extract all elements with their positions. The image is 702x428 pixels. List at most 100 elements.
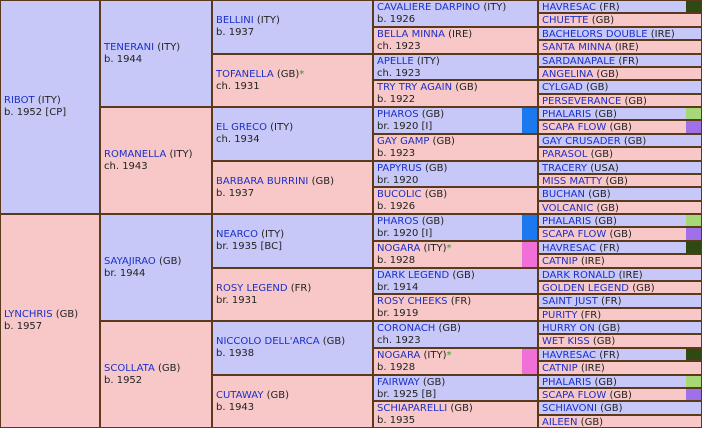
horse-name-link[interactable]: PHAROS: [377, 109, 419, 120]
horse-name-link[interactable]: PARASOL: [542, 149, 588, 160]
horse-line: EL GRECO (ITY): [216, 122, 369, 134]
horse-name-link[interactable]: TOFANELLA: [216, 68, 274, 80]
pedigree-cell-gen4: TRY TRY AGAIN (GB) b. 1922: [374, 81, 537, 106]
horse-name-link[interactable]: DARK RONALD: [542, 270, 616, 280]
country-code: (USA): [590, 163, 619, 173]
country-code: (IRE): [618, 270, 643, 280]
horse-name-link[interactable]: WET KISS: [542, 336, 590, 347]
pedigree-cell-gen2: SCOLLATA (GB) b. 1952: [101, 322, 211, 427]
country-code: (ITY): [423, 243, 447, 254]
horse-name-link[interactable]: GAY GAMP: [377, 136, 430, 147]
horse-name-link[interactable]: PHALARIS: [542, 377, 592, 387]
horse-name-link[interactable]: MISS MATTY: [542, 176, 603, 186]
horse-name-link[interactable]: NEARCO: [216, 229, 258, 240]
horse-name-link[interactable]: ROSY LEGEND: [216, 282, 288, 294]
horse-name-link[interactable]: CHUETTE: [542, 15, 589, 26]
horse-info: b. 1937: [216, 187, 255, 199]
horse-name-link[interactable]: SCAPA FLOW: [542, 229, 607, 240]
horse-name-link[interactable]: SARDANAPALE: [542, 56, 616, 66]
country-code: (GB): [452, 270, 475, 281]
horse-name-link[interactable]: NOGARA: [377, 350, 421, 361]
horse-name-link[interactable]: APELLE: [377, 56, 414, 67]
horse-name-link[interactable]: BARBARA BURRINI: [216, 175, 309, 187]
horse-name-link[interactable]: TENERANI: [104, 41, 155, 53]
inbreeding-marker: [686, 242, 701, 253]
horse-name-link[interactable]: ROSY CHEEKS: [377, 296, 448, 307]
pedigree-cell-gen2: TENERANI (ITY) b. 1944: [101, 1, 211, 106]
horse-name-link[interactable]: CAVALIERE DARPINO: [377, 2, 481, 13]
horse-name-link[interactable]: GOLDEN LEGEND: [542, 283, 630, 293]
horse-name-link[interactable]: ROMANELLA: [104, 148, 167, 160]
horse-name-link[interactable]: PHALARIS: [542, 109, 592, 119]
horse-name-link[interactable]: PERSEVERANCE: [542, 96, 622, 106]
horse-name-link[interactable]: PAPYRUS: [377, 163, 422, 174]
horse-name-link[interactable]: TRY TRY AGAIN: [377, 82, 453, 93]
horse-name-link[interactable]: SAYAJIRAO: [104, 255, 156, 267]
horse-line: FAIRWAY (GB): [377, 377, 534, 389]
horse-name-link[interactable]: PHALARIS: [542, 216, 592, 226]
country-code: (GB): [421, 109, 445, 120]
pedigree-cell-gen4: ROSY CHEEKS (FR) br. 1919: [374, 295, 537, 320]
horse-name-link[interactable]: SCHIAPARELLI: [377, 403, 448, 414]
horse-name-link[interactable]: SCAPA FLOW: [542, 122, 607, 133]
country-code: (GB): [597, 323, 621, 333]
pedigree-cell-gen3: EL GRECO (ITY) ch. 1934: [213, 108, 372, 160]
horse-name-link[interactable]: CATNIP: [542, 256, 578, 267]
horse-name-link[interactable]: HAVRESAC: [542, 243, 597, 253]
horse-name-link[interactable]: BUCHAN: [542, 189, 586, 200]
pedigree-cell-gen5: GOLDEN LEGEND (GB): [539, 282, 701, 293]
horse-name-link[interactable]: PHAROS: [377, 216, 419, 227]
horse-name-link[interactable]: TRACERY: [542, 163, 588, 173]
horse-info: b. 1923: [377, 148, 416, 159]
country-code: (FR): [290, 282, 312, 294]
country-code: (ITY): [169, 148, 193, 160]
country-code: (IRE): [580, 256, 605, 267]
country-code: (GB): [455, 82, 478, 93]
horse-name-link[interactable]: BELLINI: [216, 15, 254, 26]
horse-name-link[interactable]: NICCOLO DELL'ARCA: [216, 336, 320, 347]
horse-name-link[interactable]: SCHIAVONI: [542, 403, 597, 414]
horse-name-link[interactable]: VOLCANIC: [542, 203, 594, 213]
horse-name-link[interactable]: CATNIP: [542, 363, 578, 374]
horse-name-link[interactable]: SANTA MINNA: [542, 42, 612, 53]
pedigree-cell-gen3: NEARCO (ITY) br. 1935 [BC]: [213, 215, 372, 267]
country-code: (FR): [599, 2, 620, 12]
horse-name-link[interactable]: HAVRESAC: [542, 2, 597, 12]
country-code: (FR): [599, 350, 620, 360]
horse-name-link[interactable]: RIBOT: [4, 95, 35, 106]
horse-info: b. 1957: [4, 321, 43, 332]
horse-name-link[interactable]: HURRY ON: [542, 323, 595, 333]
horse-name-link[interactable]: SCOLLATA: [104, 362, 155, 374]
horse-name-link[interactable]: GAY CRUSADER: [542, 136, 621, 146]
horse-info: ch. 1923: [377, 41, 421, 52]
horse-name-link[interactable]: DARK LEGEND: [377, 270, 450, 281]
pedigree-cell-gen4: CORONACH (GB) ch. 1923: [374, 322, 537, 347]
pedigree-cell-gen5: PHALARIS (GB): [539, 376, 701, 387]
horse-name-link[interactable]: CYLGAD: [542, 82, 583, 93]
country-code: (GB): [609, 229, 632, 240]
horse-name-link[interactable]: LYNCHRIS: [4, 309, 53, 320]
horse-line: PHAROS (GB): [377, 216, 534, 228]
horse-name-link[interactable]: AILEEN: [542, 417, 578, 427]
horse-name-link[interactable]: HAVRESAC: [542, 350, 597, 360]
horse-name-link[interactable]: EL GRECO: [216, 122, 267, 133]
inbreeding-marker: [686, 1, 701, 12]
horse-line: GAY CRUSADER (GB): [542, 136, 698, 146]
horse-line: SANTA MINNA (IRE): [542, 42, 698, 53]
horse-name-link[interactable]: SCAPA FLOW: [542, 390, 607, 400]
horse-name-link[interactable]: FAIRWAY: [377, 377, 420, 388]
horse-line: TOFANELLA (GB)*: [216, 69, 369, 81]
horse-name-link[interactable]: CUTAWAY: [216, 389, 264, 401]
horse-name-link[interactable]: NOGARA: [377, 243, 421, 254]
horse-name-link[interactable]: BELLA MINNA: [377, 29, 445, 40]
horse-line: SCHIAVONI (GB): [542, 403, 698, 414]
horse-name-link[interactable]: PURITY: [542, 310, 578, 320]
horse-name-link[interactable]: ANGELINA: [542, 69, 594, 79]
horse-line: SARDANAPALE (FR): [542, 56, 698, 66]
horse-name-link[interactable]: BACHELORS DOUBLE: [542, 29, 648, 39]
country-code: (GB): [624, 96, 647, 106]
horse-name-link[interactable]: CORONACH: [377, 323, 436, 334]
horse-name-link[interactable]: BUCOLIC: [377, 189, 422, 200]
pedigree-cell-gen5: DARK RONALD (IRE): [539, 269, 701, 280]
horse-name-link[interactable]: SAINT JUST: [542, 296, 598, 307]
